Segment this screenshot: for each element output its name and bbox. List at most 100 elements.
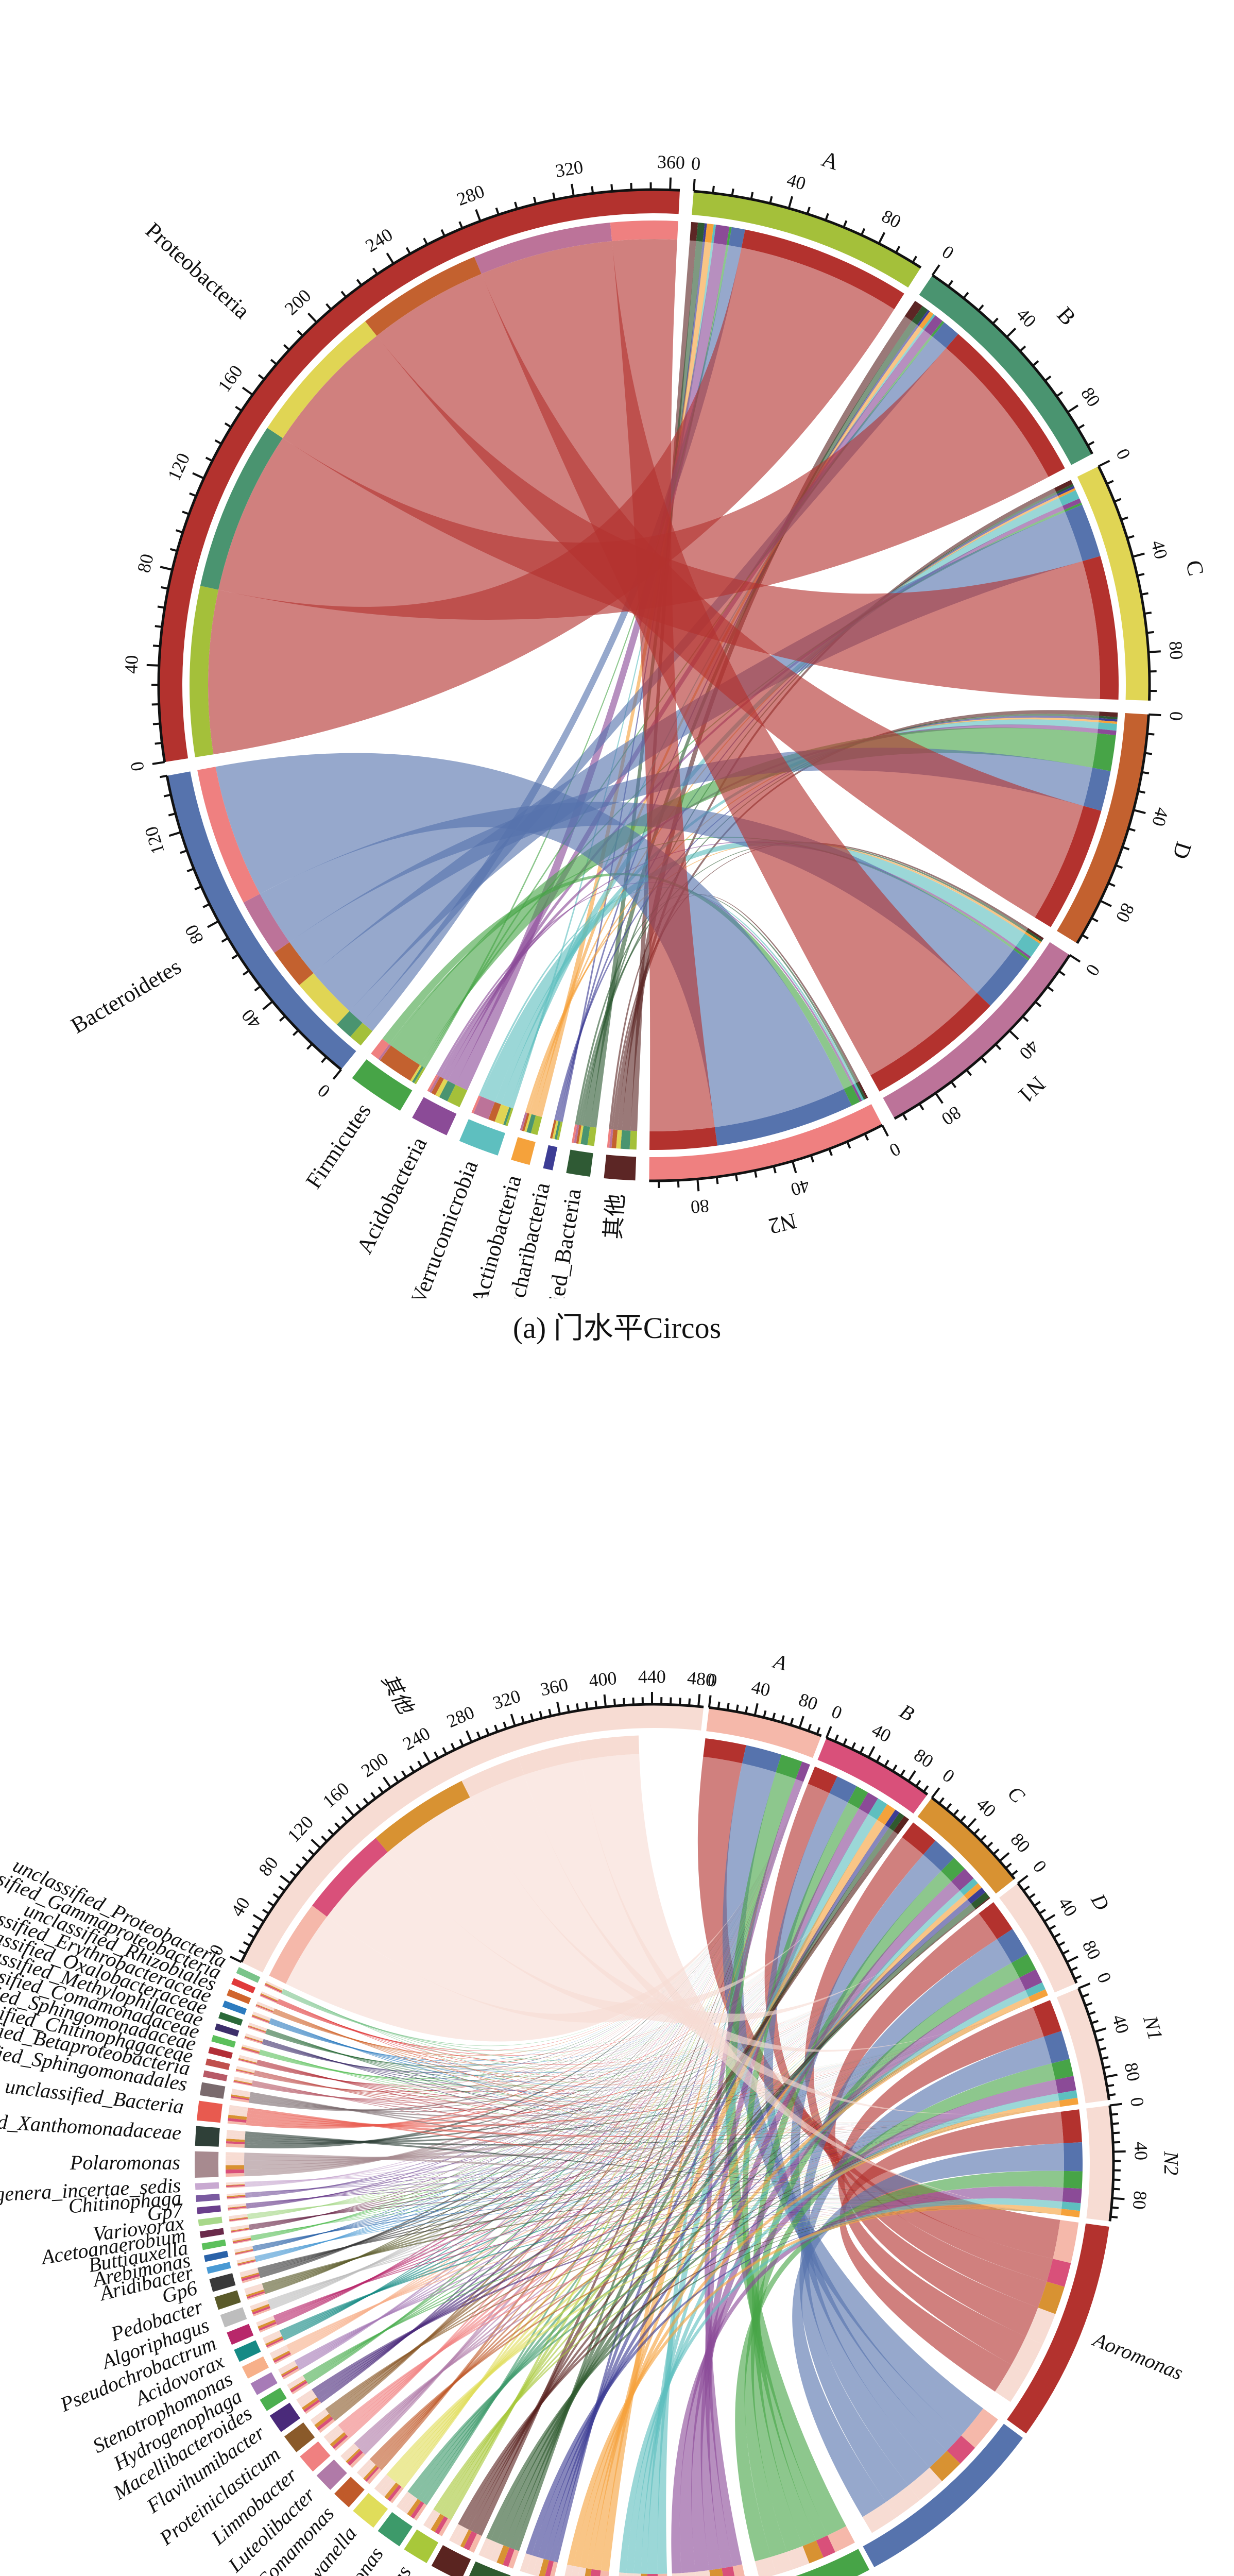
ribbon-a-aeromonas-blue [722, 1763, 983, 2436]
minor-tick [189, 492, 197, 497]
axis-line [240, 1703, 704, 1963]
inner-band [474, 223, 612, 274]
tick-label: 80 [796, 1689, 820, 1714]
tick-label: 120 [141, 824, 168, 856]
ribbon-n1-unclassified-oxalobacteraceae [266, 2029, 1060, 2124]
inner-band [931, 320, 945, 337]
inner-band [532, 2557, 544, 2576]
sector-firmicutes [352, 1059, 413, 1111]
inner-band [365, 257, 482, 336]
inner-band [245, 2035, 263, 2042]
major-tick [931, 264, 940, 276]
inner-band [304, 2401, 321, 2414]
inner-band [259, 2321, 277, 2331]
tick-label: 40 [1148, 805, 1173, 828]
inner-band [564, 2564, 574, 2576]
inner-band [233, 2240, 252, 2245]
inner-band [1011, 2336, 1043, 2374]
ribbon-a-proteobacteria [208, 247, 895, 755]
sector-unclassified-comamonadaceae [211, 2035, 236, 2048]
minor-tick [175, 529, 183, 534]
inner-band [301, 2397, 319, 2411]
inner-band [238, 2058, 257, 2064]
tick-label: 0 [939, 1765, 959, 1787]
tick-label: 0 [1082, 960, 1104, 979]
tick-label: 80 [1112, 900, 1139, 926]
axis-line [1108, 2105, 1115, 2222]
inner-band [267, 2339, 284, 2349]
inner-band [230, 2226, 249, 2231]
inner-band [228, 2204, 247, 2207]
inner-band [855, 1082, 866, 1100]
inner-band [233, 2080, 252, 2086]
inner-band [197, 767, 260, 903]
inner-band [237, 2258, 255, 2264]
inner-band [550, 2561, 558, 2576]
tick-label: 0 [1126, 2096, 1148, 2108]
inner-band [282, 2367, 299, 2378]
inner-band [265, 1982, 283, 1991]
sector-label-aoromonas: Aoromonas [1089, 2327, 1186, 2384]
sector-label-firmicutes: Firmicutes [301, 1099, 376, 1193]
tick-label: 240 [399, 1723, 434, 1754]
inner-band [232, 2089, 251, 2094]
sector-d [999, 1883, 1077, 1993]
sector-c [1077, 466, 1150, 701]
minor-tick [334, 1822, 341, 1829]
inner-band [889, 1812, 904, 1831]
minor-tick [790, 1718, 794, 1725]
inner-band [1063, 2171, 1083, 2189]
sector-b [919, 275, 1092, 465]
inner-band [247, 2027, 266, 2034]
tick-label: 200 [357, 1748, 392, 1781]
minor-tick [405, 247, 412, 255]
ribbon-c-bacteroidetes [313, 512, 1083, 1011]
sector-unclassified-sphingomonadaceae [208, 2046, 233, 2059]
inner-band [554, 1121, 561, 1140]
inner-band [425, 2511, 438, 2528]
inner-band [1035, 806, 1102, 927]
sector-unclassified-bacteria [566, 1149, 593, 1177]
tick-label: 160 [319, 1778, 353, 1812]
inner-band [232, 2236, 251, 2241]
sector-buttiauxella [201, 2239, 227, 2250]
minor-tick [292, 1029, 299, 1036]
ribbon-c-proteiniclasticum [329, 1909, 976, 2417]
sector-unclassified-methylophilaceae [214, 2023, 239, 2037]
inner-band [1019, 1969, 1042, 1990]
sector-aoromonas [1007, 2223, 1109, 2434]
inner-band [1058, 488, 1076, 498]
inner-band [544, 2560, 554, 2576]
minor-tick [688, 1698, 691, 1706]
sector-sphingomonas [404, 2529, 439, 2563]
minor-tick [267, 1901, 275, 1907]
inner-band [239, 2267, 258, 2275]
minor-tick [769, 196, 773, 204]
sector-hydrogenophaga [250, 2372, 278, 2395]
tick-label: 480 [686, 1667, 716, 1690]
minor-tick [301, 1856, 309, 1863]
inner-band [226, 2182, 245, 2184]
minor-tick [1082, 1993, 1089, 1998]
minor-tick [1023, 1885, 1030, 1892]
minor-tick [1081, 934, 1089, 940]
inner-band [1099, 718, 1118, 722]
inner-band [1025, 2308, 1056, 2345]
ribbon-c-aoromonas [804, 1837, 1047, 2308]
inner-band [252, 2013, 270, 2021]
sector-pseudomonas [378, 2512, 413, 2547]
inner-band [237, 2260, 256, 2266]
inner-band [252, 2306, 270, 2315]
major-tick [696, 1179, 700, 1192]
inner-band [242, 2046, 260, 2053]
major-tick [1069, 954, 1081, 963]
inner-band [1061, 2201, 1081, 2211]
inner-band [226, 2143, 245, 2148]
minor-tick [1077, 423, 1085, 430]
inner-band [853, 1083, 864, 1101]
sector-unclassified-betaproteobacteria [203, 2070, 228, 2081]
minor-tick [270, 359, 278, 365]
minor-tick [283, 344, 290, 351]
major-tick [207, 920, 219, 928]
minor-tick [1019, 345, 1026, 352]
